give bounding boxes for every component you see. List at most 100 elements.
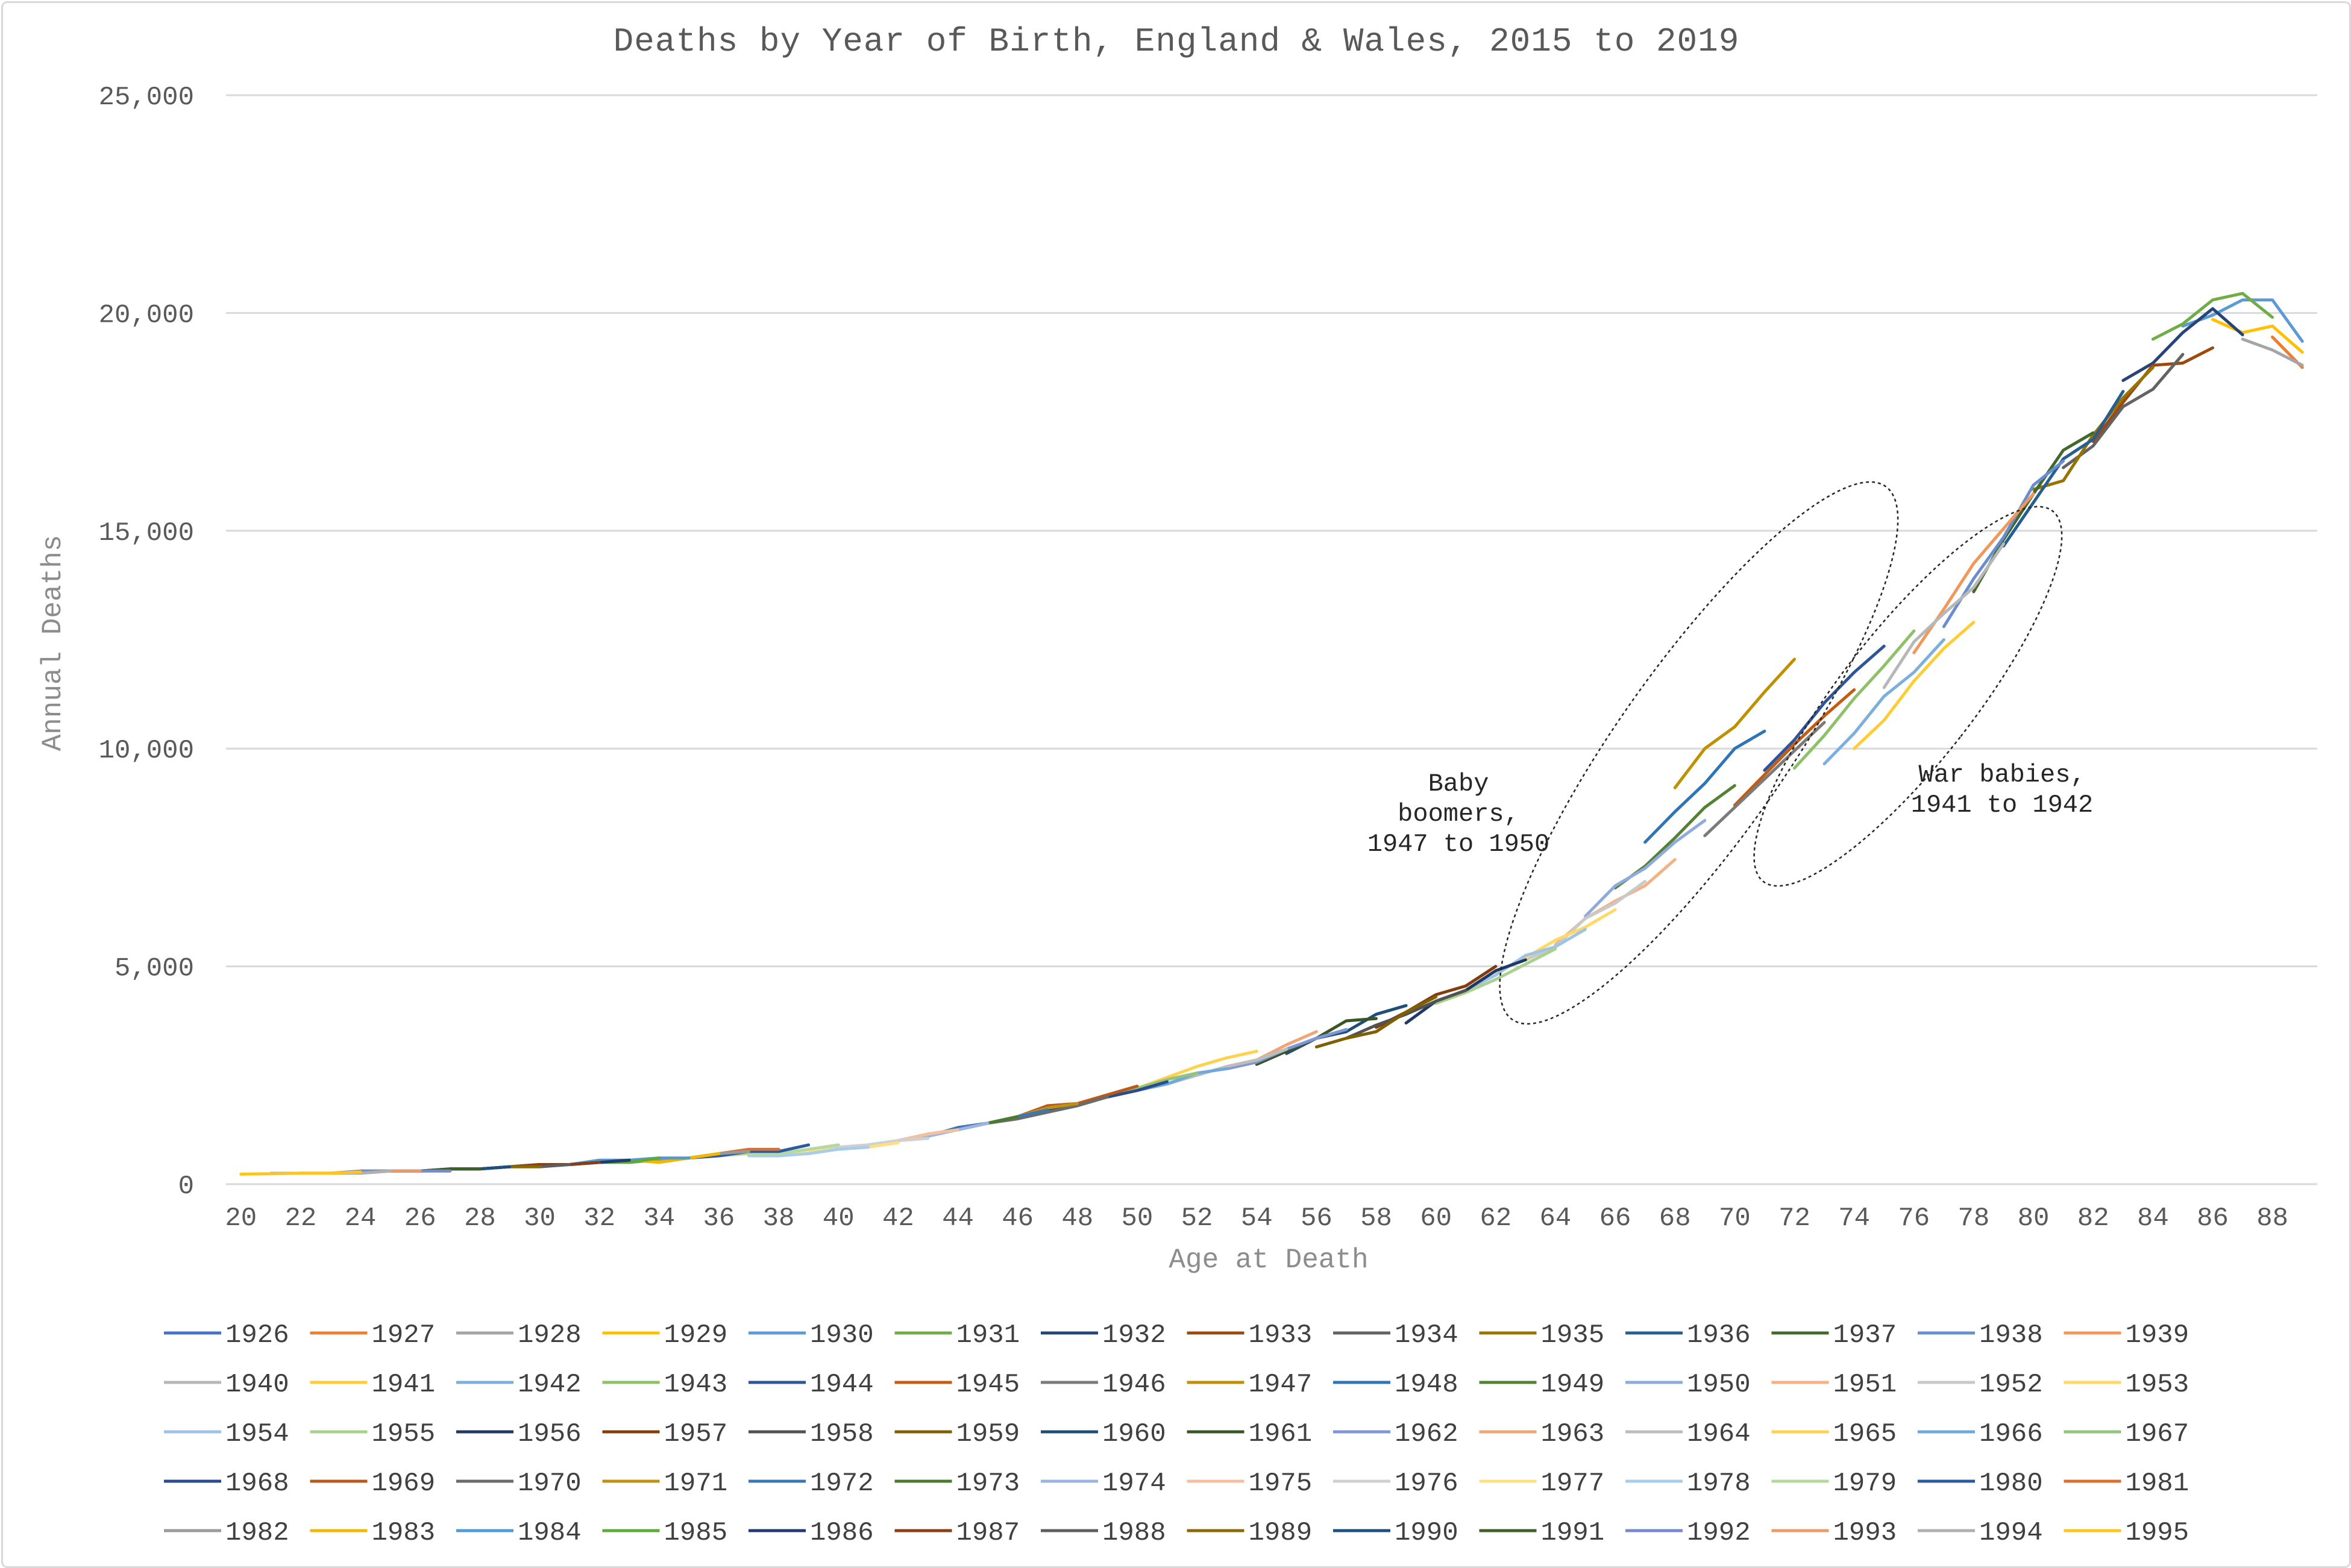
legend-item-1935: 1935 <box>1479 1320 1604 1350</box>
x-tick-label: 22 <box>285 1203 317 1234</box>
x-tick-label: 74 <box>1838 1203 1870 1234</box>
legend-label: 1928 <box>518 1320 582 1350</box>
y-tick-label: 20,000 <box>99 300 194 330</box>
gridlines <box>226 94 2317 1185</box>
legend-item-1993: 1993 <box>1771 1518 1897 1548</box>
series-line-1978 <box>747 1146 870 1158</box>
annotation-baby-boomers-line: Baby <box>1428 770 1489 798</box>
legend-label: 1929 <box>664 1320 728 1350</box>
legend-label: 1966 <box>1979 1419 2043 1449</box>
series-line-1931 <box>2151 292 2274 341</box>
x-tick-label: 54 <box>1241 1203 1273 1234</box>
series-line-1940 <box>1882 542 2005 689</box>
x-tick-label: 82 <box>2077 1203 2109 1234</box>
x-tick-label: 28 <box>464 1203 496 1234</box>
legend-label: 1970 <box>518 1469 582 1499</box>
legend-item-1995: 1995 <box>2064 1518 2189 1548</box>
x-tick-label: 60 <box>1420 1203 1452 1234</box>
legend-label: 1931 <box>956 1320 1020 1350</box>
legend-item-1951: 1951 <box>1771 1370 1897 1400</box>
legend-item-1982: 1982 <box>164 1518 289 1548</box>
series-line-1949 <box>1613 784 1736 889</box>
x-axis-label: Age at Death <box>1169 1244 1368 1276</box>
series-line-1929 <box>2211 318 2304 354</box>
legend-label: 1962 <box>1395 1419 1458 1449</box>
x-tick-label: 88 <box>2256 1203 2288 1234</box>
legend-label: 1965 <box>1833 1419 1897 1449</box>
legend-label: 1946 <box>1102 1370 1166 1400</box>
legend-label: 1993 <box>1833 1518 1897 1548</box>
legend-label: 1963 <box>1541 1419 1605 1449</box>
series-line-1948 <box>1643 729 1766 844</box>
y-tick-label: 15,000 <box>99 518 194 548</box>
legend-label: 1950 <box>1687 1370 1751 1400</box>
legend-item-1936: 1936 <box>1625 1320 1751 1350</box>
legend-item-1989: 1989 <box>1187 1518 1312 1548</box>
legend-item-1948: 1948 <box>1333 1370 1458 1400</box>
legend-item-1992: 1992 <box>1625 1518 1751 1548</box>
x-tick-label: 46 <box>1002 1203 1034 1234</box>
legend-label: 1972 <box>810 1469 874 1499</box>
y-tick-label: 25,000 <box>99 83 194 113</box>
x-tick-label: 26 <box>404 1203 436 1234</box>
legend-item-1987: 1987 <box>894 1518 1020 1548</box>
legend-item-1939: 1939 <box>2064 1320 2189 1350</box>
series-line-1937 <box>1972 431 2095 594</box>
legend-label: 1983 <box>372 1518 436 1548</box>
legend-label: 1942 <box>518 1370 582 1400</box>
series-line-1950 <box>1584 819 1707 918</box>
legend-item-1955: 1955 <box>310 1419 435 1449</box>
legend-label: 1927 <box>372 1320 436 1350</box>
x-tick-label: 68 <box>1659 1203 1691 1234</box>
legend-label: 1954 <box>225 1419 289 1449</box>
y-axis-label: Annual Deaths <box>37 535 69 751</box>
legend-label: 1937 <box>1833 1320 1897 1350</box>
annotation-ellipse-war-babies <box>1753 506 2063 887</box>
series-line-1933 <box>2091 346 2214 444</box>
x-tick-label: 52 <box>1181 1203 1213 1234</box>
legend-label: 1941 <box>372 1370 436 1400</box>
legend-item-1972: 1972 <box>749 1469 874 1499</box>
chart-title: Deaths by Year of Birth, England & Wales… <box>614 22 1740 61</box>
legend-item-1937: 1937 <box>1771 1320 1897 1350</box>
legend-item-1988: 1988 <box>1041 1518 1166 1548</box>
legend-label: 1932 <box>1102 1320 1166 1350</box>
series-line-1959 <box>1314 995 1438 1049</box>
legend-item-1953: 1953 <box>2064 1370 2189 1400</box>
annotation-war-babies-line: 1941 to 1942 <box>1911 791 2093 820</box>
legend-item-1954: 1954 <box>164 1419 289 1449</box>
legend-label: 1990 <box>1395 1518 1458 1548</box>
legend-label: 1953 <box>2126 1370 2189 1400</box>
y-axis-ticks: 0 5,000 10,000 15,000 20,000 25,000 <box>99 83 194 1202</box>
x-tick-label: 40 <box>823 1203 855 1234</box>
y-tick-label: 5,000 <box>115 954 194 984</box>
legend-item-1985: 1985 <box>602 1518 727 1548</box>
legend-label: 1992 <box>1687 1518 1751 1548</box>
series-line-1944 <box>1763 644 1886 772</box>
x-tick-label: 80 <box>2018 1203 2050 1234</box>
legend-label: 1987 <box>956 1518 1020 1548</box>
legend-label: 1956 <box>518 1419 582 1449</box>
series-line-1941 <box>1853 621 1976 750</box>
annotation-ellipse-baby-boomers <box>1499 481 1899 1025</box>
x-tick-label: 32 <box>583 1203 615 1234</box>
legend-label: 1945 <box>956 1370 1020 1400</box>
legend-label: 1964 <box>1687 1419 1751 1449</box>
legend-label: 1991 <box>1541 1518 1605 1548</box>
legend-item-1945: 1945 <box>894 1370 1020 1400</box>
series-line-1995 <box>239 1170 362 1176</box>
legend-label: 1926 <box>225 1320 289 1350</box>
legend-item-1970: 1970 <box>456 1469 582 1499</box>
series-line-1943 <box>1793 629 1916 770</box>
x-tick-label: 38 <box>763 1203 795 1234</box>
legend-label: 1930 <box>810 1320 874 1350</box>
legend-label: 1948 <box>1395 1370 1458 1400</box>
legend-item-1956: 1956 <box>456 1419 582 1449</box>
x-tick-label: 58 <box>1360 1203 1392 1234</box>
legend-item-1991: 1991 <box>1479 1518 1605 1548</box>
legend-item-1932: 1932 <box>1041 1320 1166 1350</box>
legend-label: 1947 <box>1249 1370 1313 1400</box>
legend-label: 1980 <box>1979 1469 2043 1499</box>
